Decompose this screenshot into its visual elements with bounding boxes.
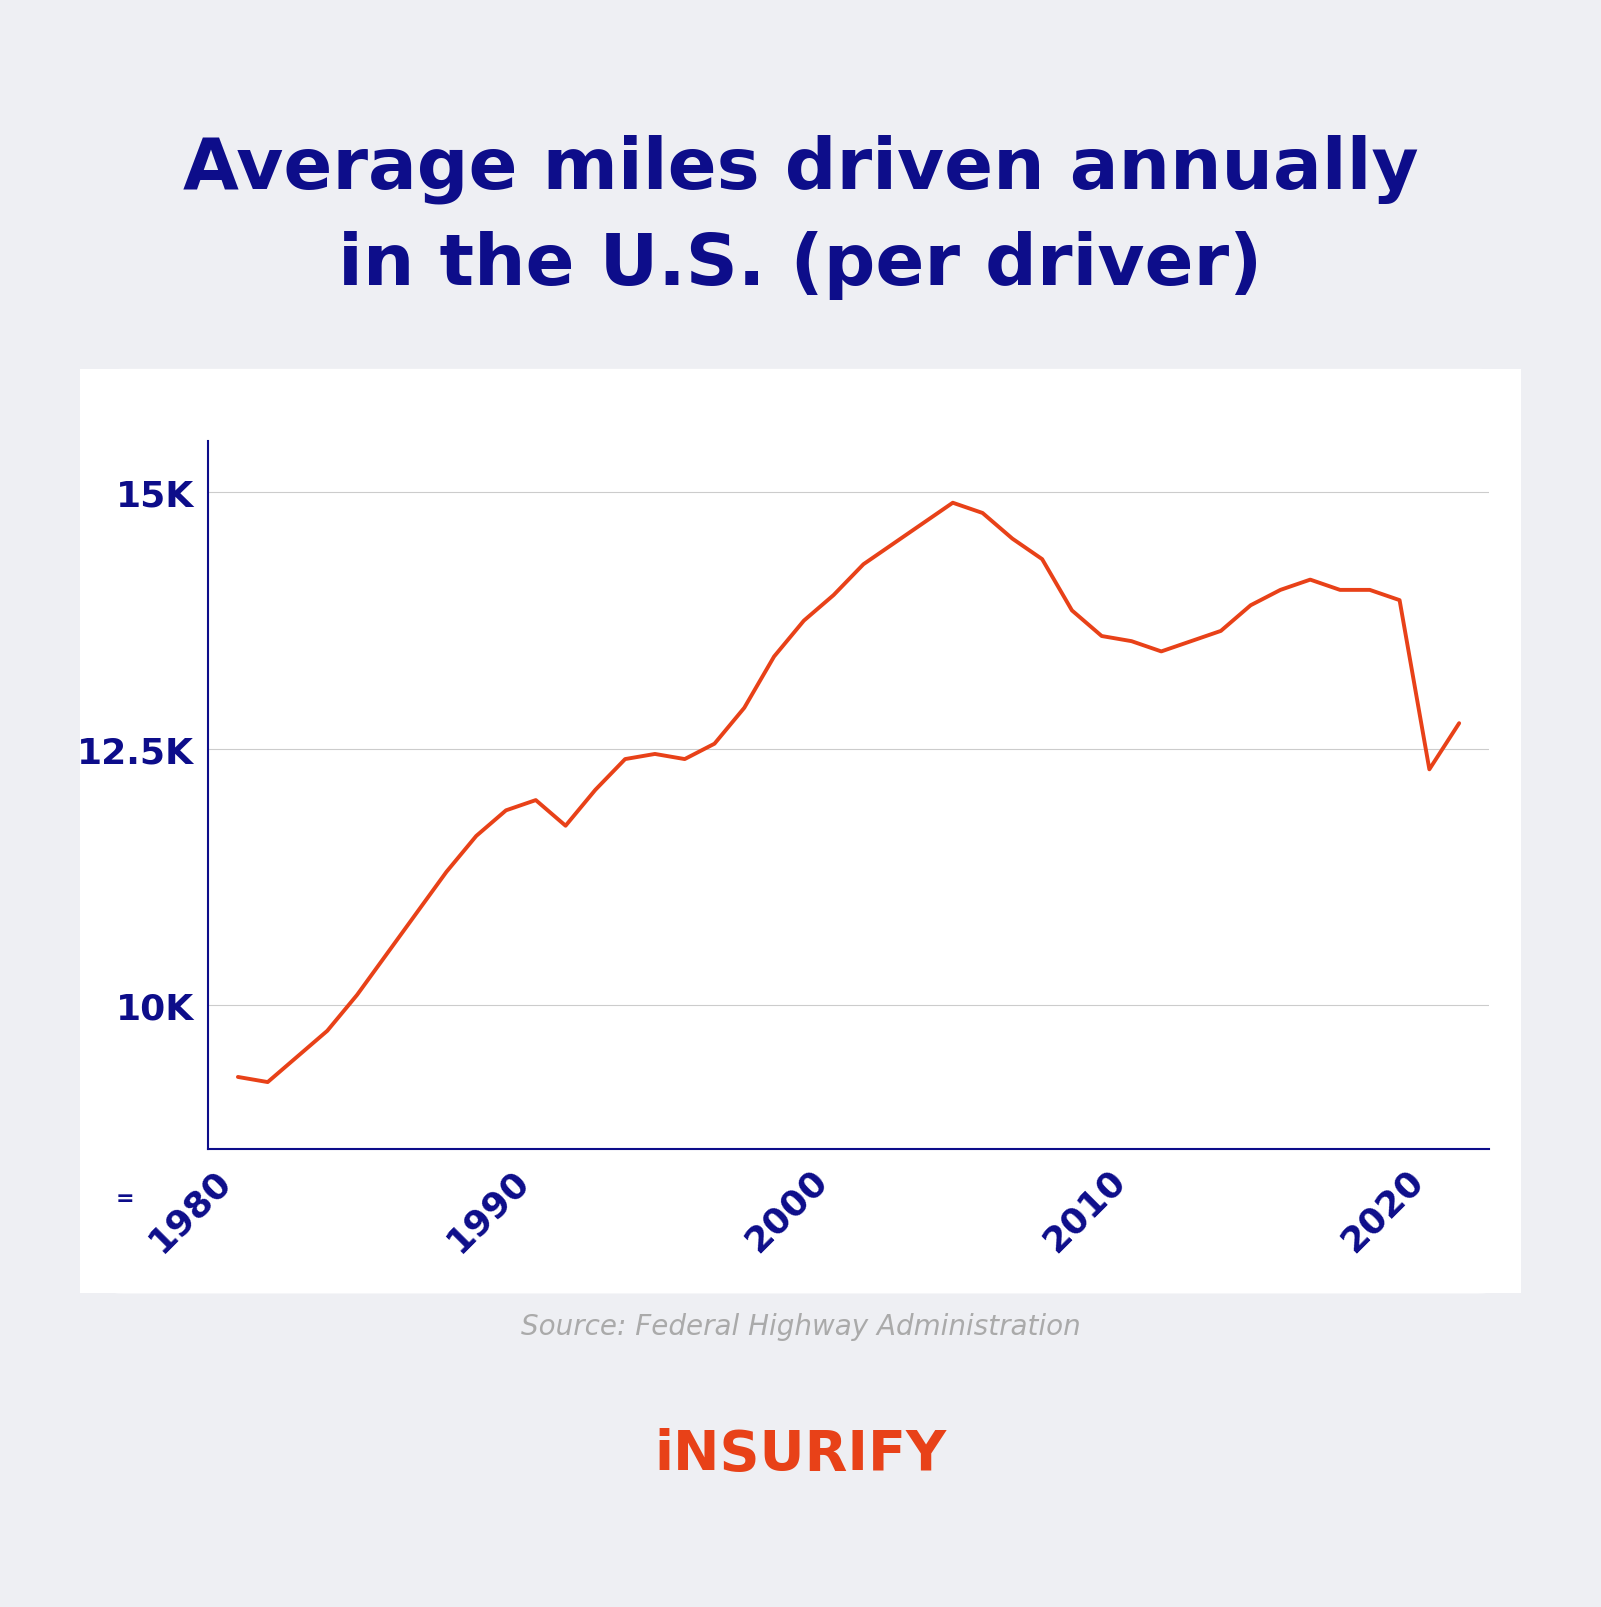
Text: Source: Federal Highway Administration: Source: Federal Highway Administration xyxy=(520,1311,1081,1340)
Text: =: = xyxy=(115,1189,134,1208)
Text: iNSURIFY: iNSURIFY xyxy=(655,1427,946,1482)
FancyBboxPatch shape xyxy=(80,370,1521,1294)
Text: Average miles driven annually: Average miles driven annually xyxy=(183,133,1418,204)
Text: in the U.S. (per driver): in the U.S. (per driver) xyxy=(338,231,1263,299)
